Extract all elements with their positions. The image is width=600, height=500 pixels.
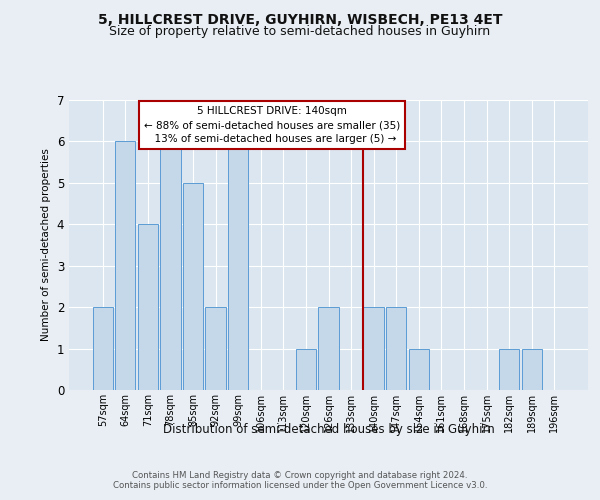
Text: 5 HILLCREST DRIVE: 140sqm
← 88% of semi-detached houses are smaller (35)
  13% o: 5 HILLCREST DRIVE: 140sqm ← 88% of semi-… [144, 106, 400, 144]
Bar [499, 348, 519, 390]
Bar [364, 307, 384, 390]
Text: 5, HILLCREST DRIVE, GUYHIRN, WISBECH, PE13 4ET: 5, HILLCREST DRIVE, GUYHIRN, WISBECH, PE… [98, 12, 502, 26]
Bar [160, 142, 181, 390]
Text: Contains HM Land Registry data © Crown copyright and database right 2024.
Contai: Contains HM Land Registry data © Crown c… [113, 471, 487, 490]
Y-axis label: Number of semi-detached properties: Number of semi-detached properties [41, 148, 51, 342]
Bar [92, 307, 113, 390]
Text: Distribution of semi-detached houses by size in Guyhirn: Distribution of semi-detached houses by … [163, 422, 494, 436]
Bar [296, 348, 316, 390]
Bar [183, 183, 203, 390]
Bar [138, 224, 158, 390]
Bar [115, 142, 136, 390]
Bar [409, 348, 429, 390]
Bar [386, 307, 406, 390]
Text: Size of property relative to semi-detached houses in Guyhirn: Size of property relative to semi-detach… [109, 25, 491, 38]
Bar [205, 307, 226, 390]
Bar [319, 307, 338, 390]
Bar [521, 348, 542, 390]
Bar [228, 142, 248, 390]
